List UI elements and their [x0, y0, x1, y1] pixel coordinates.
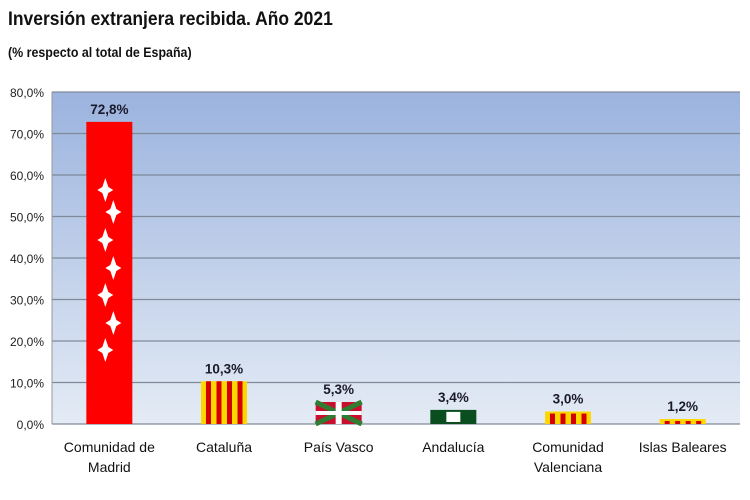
x-tick-label: Madrid [88, 459, 131, 475]
chart-subtitle: (% respecto al total de España) [8, 45, 192, 60]
stripe [560, 413, 566, 424]
bar-catalonia-flag [201, 381, 247, 424]
y-tick-label: 10,0% [10, 377, 44, 391]
y-tick-label: 50,0% [10, 211, 44, 225]
stripe [315, 411, 362, 416]
bar-valencia-flag [545, 411, 591, 424]
x-tick-label: Comunidad [532, 439, 604, 455]
stripe [675, 421, 681, 424]
bar-balearic-flag [659, 419, 706, 424]
data-label: 5,3% [323, 382, 354, 397]
bar [86, 121, 133, 424]
data-label: 72,8% [90, 102, 128, 117]
stripe [571, 413, 576, 424]
star-icon [97, 338, 114, 362]
stripe [237, 381, 243, 424]
y-tick-label: 30,0% [10, 294, 44, 308]
bar [545, 411, 591, 424]
stripe [696, 421, 702, 424]
y-tick-label: 80,0% [10, 86, 44, 100]
stripe [685, 421, 691, 424]
star-icon [97, 283, 114, 307]
data-label: 10,3% [205, 361, 243, 376]
data-label: 3,0% [553, 392, 584, 407]
star-icon [105, 200, 122, 224]
x-tick-label: Cataluña [196, 439, 252, 455]
stripe [664, 421, 670, 424]
y-tick-label: 40,0% [10, 252, 44, 266]
bar-andalusia-flag [430, 409, 477, 424]
x-tick-label: Comunidad de [64, 439, 155, 455]
stripe [581, 413, 587, 424]
x-tick-label: Andalucía [422, 439, 484, 455]
x-tick-label: Islas Baleares [639, 439, 727, 455]
stripe [206, 381, 211, 424]
y-tick-label: 60,0% [10, 169, 44, 183]
star-icon [97, 228, 114, 252]
bar-basque-flag [314, 399, 363, 427]
bar [659, 419, 706, 424]
star-icon [97, 178, 114, 202]
stripe [446, 411, 461, 422]
y-tick-label: 20,0% [10, 335, 44, 349]
x-tick-label: Valenciana [534, 459, 602, 475]
y-tick-label: 0,0% [17, 418, 45, 432]
y-tick-label: 70,0% [10, 128, 44, 142]
star-icon [105, 256, 122, 280]
data-label: 3,4% [438, 390, 469, 405]
data-label: 1,2% [667, 399, 698, 414]
x-tick-label: País Vasco [304, 439, 374, 455]
star-icon [105, 311, 122, 335]
stripe [227, 381, 232, 424]
stripe [550, 413, 555, 424]
stripe [216, 381, 222, 424]
bar-madrid-flag [86, 121, 133, 424]
chart-title: Inversión extranjera recibida. Año 2021 [8, 9, 333, 30]
